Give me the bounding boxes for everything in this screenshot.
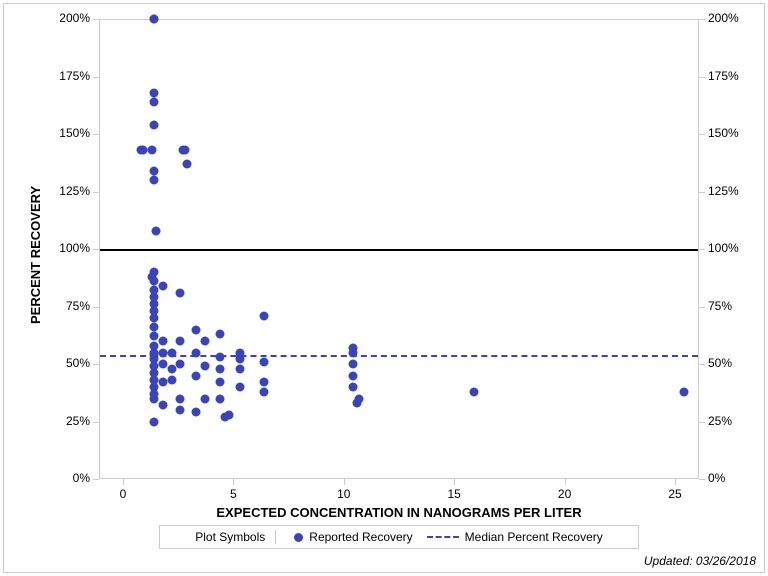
data-point xyxy=(191,371,200,380)
data-point xyxy=(167,376,176,385)
x-tick-label: 25 xyxy=(655,487,695,501)
data-point xyxy=(236,364,245,373)
data-point xyxy=(149,323,158,332)
data-point xyxy=(158,378,167,387)
data-point xyxy=(236,355,245,364)
reference-line-median xyxy=(100,355,698,357)
data-point xyxy=(216,378,225,387)
data-point xyxy=(152,226,161,235)
data-point xyxy=(180,146,189,155)
data-point xyxy=(167,348,176,357)
y2-tick-label: 125% xyxy=(708,184,758,198)
chart-frame: PERCENT RECOVERY EXPECTED CONCENTRATION … xyxy=(3,3,765,573)
data-point xyxy=(149,15,158,24)
data-point xyxy=(355,394,364,403)
data-point xyxy=(348,360,357,369)
data-point xyxy=(149,417,158,426)
y-tick-label: 150% xyxy=(44,126,90,140)
data-point xyxy=(236,383,245,392)
data-point xyxy=(176,288,185,297)
y-axis-title: PERCENT RECOVERY xyxy=(28,186,43,324)
y2-tick-label: 75% xyxy=(708,299,758,313)
data-point xyxy=(149,394,158,403)
data-point xyxy=(191,325,200,334)
legend-item-median: Median Percent Recovery xyxy=(427,530,603,544)
y-tick-label: 50% xyxy=(44,356,90,370)
data-point xyxy=(470,387,479,396)
legend-dash-icon xyxy=(427,536,459,538)
data-point xyxy=(216,353,225,362)
y-tick-label: 125% xyxy=(44,184,90,198)
x-tick-label: 5 xyxy=(213,487,253,501)
data-point xyxy=(176,406,185,415)
data-point xyxy=(183,159,192,168)
data-point xyxy=(149,120,158,129)
data-point xyxy=(158,348,167,357)
legend-dot-icon xyxy=(294,533,303,542)
data-point xyxy=(216,394,225,403)
y-tick-label: 175% xyxy=(44,69,90,83)
reference-line-100pct xyxy=(100,249,698,251)
y2-tick-label: 50% xyxy=(708,356,758,370)
data-point xyxy=(348,348,357,357)
data-point xyxy=(200,394,209,403)
x-tick-label: 0 xyxy=(103,487,143,501)
y2-tick-label: 100% xyxy=(708,241,758,255)
footer-updated: Updated: 03/26/2018 xyxy=(644,554,756,568)
y2-tick-label: 175% xyxy=(708,69,758,83)
data-point xyxy=(260,378,269,387)
x-axis-title: EXPECTED CONCENTRATION IN NANOGRAMS PER … xyxy=(99,505,699,520)
data-point xyxy=(158,281,167,290)
data-point xyxy=(348,383,357,392)
data-point xyxy=(176,337,185,346)
data-point xyxy=(149,314,158,323)
y2-tick-label: 200% xyxy=(708,11,758,25)
data-point xyxy=(260,387,269,396)
data-point xyxy=(679,387,688,396)
data-point xyxy=(149,166,158,175)
data-point xyxy=(200,362,209,371)
y-tick-label: 200% xyxy=(44,11,90,25)
y2-tick-label: 150% xyxy=(708,126,758,140)
data-point xyxy=(191,348,200,357)
data-point xyxy=(158,360,167,369)
y-tick-label: 0% xyxy=(44,471,90,485)
y-tick-label: 100% xyxy=(44,241,90,255)
data-point xyxy=(149,88,158,97)
legend-label-median: Median Percent Recovery xyxy=(465,530,603,544)
data-point xyxy=(191,408,200,417)
legend-title: Plot Symbols xyxy=(195,530,276,544)
data-point xyxy=(158,401,167,410)
data-point xyxy=(149,176,158,185)
data-point xyxy=(149,277,158,286)
data-point xyxy=(176,360,185,369)
y2-tick-label: 0% xyxy=(708,471,758,485)
data-point xyxy=(260,311,269,320)
x-tick-label: 15 xyxy=(434,487,474,501)
data-point xyxy=(147,146,156,155)
data-point xyxy=(216,364,225,373)
data-point xyxy=(149,332,158,341)
data-point xyxy=(158,337,167,346)
data-point xyxy=(224,410,233,419)
y-tick-label: 25% xyxy=(44,414,90,428)
data-point xyxy=(348,371,357,380)
legend-label-reported: Reported Recovery xyxy=(309,530,412,544)
data-point xyxy=(260,357,269,366)
y2-tick-label: 25% xyxy=(708,414,758,428)
legend: Plot Symbols Reported Recovery Median Pe… xyxy=(159,525,639,549)
x-tick-label: 20 xyxy=(545,487,585,501)
x-tick-label: 10 xyxy=(324,487,364,501)
data-point xyxy=(138,146,147,155)
data-point xyxy=(149,97,158,106)
data-point xyxy=(200,337,209,346)
legend-item-reported: Reported Recovery xyxy=(294,530,412,544)
y-tick-label: 75% xyxy=(44,299,90,313)
data-point xyxy=(216,330,225,339)
data-point xyxy=(167,364,176,373)
data-point xyxy=(176,394,185,403)
